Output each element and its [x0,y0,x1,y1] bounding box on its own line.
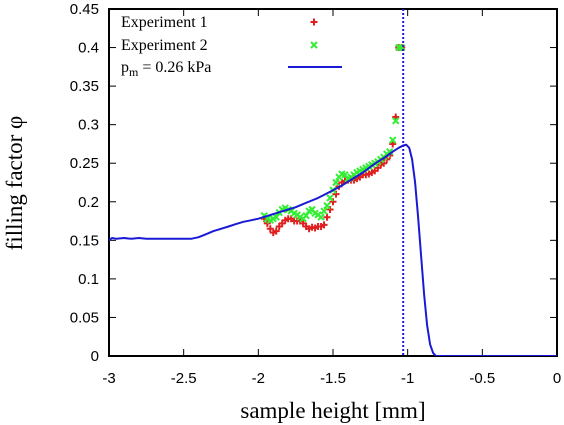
data-point [332,190,340,198]
data-point [302,211,310,220]
data-point [389,140,397,148]
y-tick-label: 0 [91,348,99,365]
y-tick-label: 0.3 [78,117,99,134]
data-point [272,227,280,235]
data-point [317,213,325,221]
data-point [392,117,400,125]
data-point [320,221,328,229]
x-tick-label: -1.5 [320,370,346,387]
data-point [326,194,334,202]
data-point [266,225,274,233]
series-3 [109,143,557,356]
y-tick-label: 0.45 [70,1,99,18]
data-point [326,205,334,213]
x-tick-label: -1 [401,370,414,387]
legend-marker-cross [310,41,318,49]
y-tick-label: 0.4 [78,40,99,57]
data-point [263,219,271,227]
data-point [272,213,280,221]
data-point [389,136,397,144]
data-point [323,201,331,210]
data-layer [109,9,557,356]
axis-ticks: -3 -2.5 -2 -1.5 -1 -0.5 0 0 0.05 0.1 0.15 0.2 0.25 0.… [70,1,561,387]
legend-label-1: Experiment 1 [121,14,208,31]
data-point [329,198,337,206]
x-axis-label: sample height [mm] [240,398,425,423]
series-1 [260,44,406,237]
x-tick-label: -2.5 [171,370,197,387]
y-tick-label: 0.05 [70,309,99,326]
y-tick-label: 0.35 [70,78,99,95]
legend-label-2: Experiment 2 [121,37,208,54]
data-point [386,147,394,156]
y-tick-label: 0.15 [70,232,99,249]
plot-area [109,9,557,356]
x-tick-label: -3 [102,370,115,387]
data-point [323,213,331,221]
series-2 [260,43,406,224]
legend: Experiment 1 Experiment 2 pm = 0.26 kPa [121,14,342,79]
data-point [332,178,340,187]
data-point [380,159,388,167]
y-axis-label: filling factor φ [2,116,27,251]
legend-marker-plus [310,18,318,26]
x-tick-label: -0.5 [469,370,495,387]
data-point [320,207,328,215]
model-line [109,143,557,356]
y-tick-label: 0.2 [78,194,99,211]
x-tick-label: 0 [553,370,561,387]
y-tick-label: 0.25 [70,155,99,172]
data-point [392,113,400,121]
x-tick-label: -2 [252,370,265,387]
legend-label-3: pm = 0.26 kPa [121,59,211,79]
y-tick-label: 0.1 [78,271,99,288]
